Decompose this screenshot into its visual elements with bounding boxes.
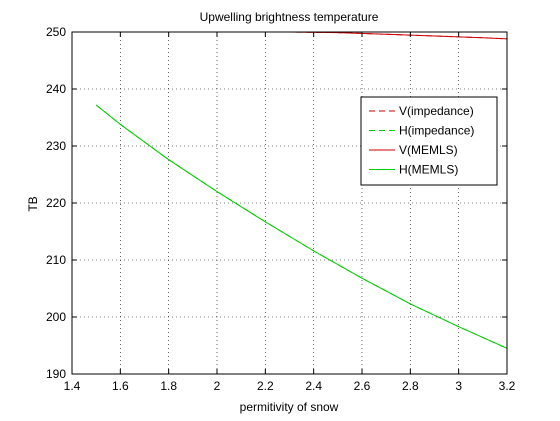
series-line-v-memls bbox=[96, 32, 507, 40]
y-tick-label: 240 bbox=[46, 82, 66, 96]
plot-area bbox=[71, 31, 508, 375]
legend-box bbox=[360, 96, 498, 186]
x-tick-label: 3.2 bbox=[499, 379, 516, 393]
y-tick-label: 210 bbox=[46, 253, 66, 267]
x-tick-label: 2 bbox=[214, 379, 221, 393]
legend: V(impedance) H(impedance) V(MEMLS) H(MEMLS) bbox=[360, 96, 498, 186]
axis-ticks: 1.4 1.6 1.8 2 2.2 2.4 2.6 2.8 3 3.2 190 200 210 220 23… bbox=[46, 25, 516, 393]
chart-title: Upwelling brightness temperature bbox=[200, 10, 379, 24]
series-lines bbox=[95, 32, 507, 349]
x-tick-label: 1.6 bbox=[112, 379, 129, 393]
x-tick-label: 1.8 bbox=[160, 379, 177, 393]
y-tick-label: 220 bbox=[46, 196, 66, 210]
grid bbox=[72, 32, 507, 374]
y-axis-label: TB bbox=[26, 196, 40, 211]
x-tick-label: 2.2 bbox=[257, 379, 274, 393]
y-tick-label: 250 bbox=[46, 25, 66, 39]
x-tick-label: 2.6 bbox=[354, 379, 371, 393]
legend-entry-label: H(MEMLS) bbox=[399, 163, 458, 177]
x-tick-label: 3 bbox=[455, 379, 462, 393]
y-tick-label: 200 bbox=[46, 310, 66, 324]
x-tick-label: 1.4 bbox=[64, 379, 81, 393]
legend-entry-label: H(impedance) bbox=[399, 124, 474, 138]
y-tick-label: 190 bbox=[46, 367, 66, 381]
series-line-h-memls bbox=[95, 104, 507, 349]
x-axis-label: permitivity of snow bbox=[240, 400, 339, 414]
legend-entry-label: V(impedance) bbox=[399, 104, 474, 118]
x-tick-label: 2.4 bbox=[305, 379, 322, 393]
x-tick-label: 2.8 bbox=[402, 379, 419, 393]
y-tick-label: 230 bbox=[46, 139, 66, 153]
series-line-v-impedance bbox=[96, 32, 507, 40]
legend-entry-label: V(MEMLS) bbox=[399, 143, 458, 157]
